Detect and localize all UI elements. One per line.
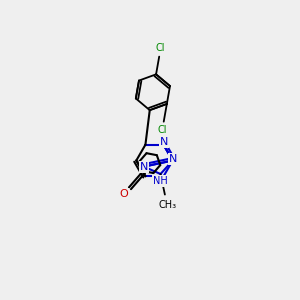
Text: CH₃: CH₃ xyxy=(158,200,176,210)
Text: N: N xyxy=(140,162,148,172)
Text: O: O xyxy=(119,189,128,199)
Text: NH: NH xyxy=(153,176,167,186)
Text: Cl: Cl xyxy=(158,125,167,135)
Text: N: N xyxy=(159,137,168,147)
Text: N: N xyxy=(169,154,177,164)
Text: Cl: Cl xyxy=(156,43,165,53)
